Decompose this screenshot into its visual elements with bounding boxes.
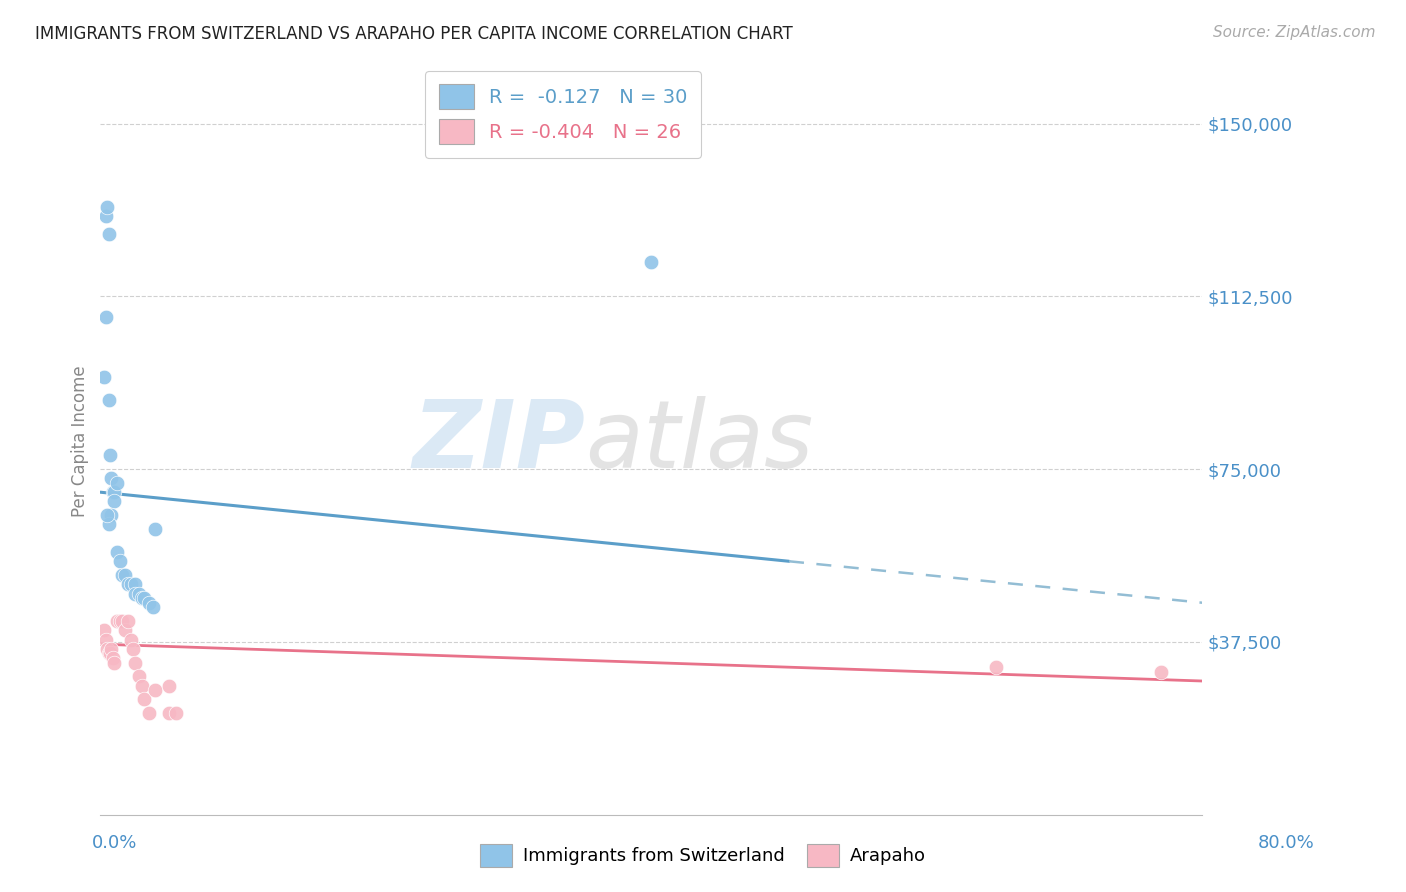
Point xyxy=(108,614,131,628)
Point xyxy=(120,577,142,591)
Point xyxy=(124,586,146,600)
Point xyxy=(96,508,118,523)
Point xyxy=(101,651,124,665)
Point xyxy=(640,255,662,269)
Point xyxy=(145,683,167,698)
Point xyxy=(138,706,160,721)
Point xyxy=(96,641,118,656)
Legend: R =  -0.127   N = 30, R = -0.404   N = 26: R = -0.127 N = 30, R = -0.404 N = 26 xyxy=(425,70,702,158)
Text: IMMIGRANTS FROM SWITZERLAND VS ARAPAHO PER CAPITA INCOME CORRELATION CHART: IMMIGRANTS FROM SWITZERLAND VS ARAPAHO P… xyxy=(35,25,793,43)
Point xyxy=(131,679,153,693)
Point xyxy=(145,522,167,536)
Point xyxy=(108,554,131,568)
Point xyxy=(111,568,134,582)
Point xyxy=(131,591,153,606)
Point xyxy=(94,209,117,223)
Point xyxy=(101,485,124,500)
Point xyxy=(97,227,120,242)
Point xyxy=(120,632,142,647)
Point xyxy=(114,568,136,582)
Point xyxy=(117,577,139,591)
Point xyxy=(111,614,134,628)
Legend: Immigrants from Switzerland, Arapaho: Immigrants from Switzerland, Arapaho xyxy=(472,837,934,874)
Point xyxy=(105,545,128,559)
Point xyxy=(98,646,121,660)
Point xyxy=(103,494,125,508)
Y-axis label: Per Capita Income: Per Capita Income xyxy=(72,366,89,517)
Point xyxy=(97,393,120,408)
Point xyxy=(94,632,117,647)
Point xyxy=(97,646,120,660)
Text: atlas: atlas xyxy=(585,396,814,487)
Point xyxy=(96,200,118,214)
Text: ZIP: ZIP xyxy=(412,395,585,488)
Point xyxy=(100,471,122,485)
Text: 0.0%: 0.0% xyxy=(91,834,136,852)
Point xyxy=(100,508,122,523)
Point xyxy=(1150,665,1173,679)
Point xyxy=(128,586,150,600)
Point xyxy=(93,370,115,384)
Point xyxy=(157,706,180,721)
Point xyxy=(984,660,1007,674)
Text: Source: ZipAtlas.com: Source: ZipAtlas.com xyxy=(1212,25,1375,40)
Point xyxy=(124,656,146,670)
Point xyxy=(124,577,146,591)
Point xyxy=(100,641,122,656)
Point xyxy=(134,591,156,606)
Point xyxy=(94,310,117,325)
Point xyxy=(105,475,128,490)
Point xyxy=(122,641,145,656)
Point xyxy=(165,706,187,721)
Point xyxy=(157,679,180,693)
Point xyxy=(117,614,139,628)
Point xyxy=(114,624,136,638)
Point xyxy=(142,600,165,615)
Point xyxy=(103,485,125,500)
Point xyxy=(93,624,115,638)
Point xyxy=(103,656,125,670)
Text: 80.0%: 80.0% xyxy=(1258,834,1315,852)
Point xyxy=(97,517,120,532)
Point xyxy=(98,448,121,462)
Point xyxy=(128,669,150,683)
Point xyxy=(134,692,156,706)
Point xyxy=(138,596,160,610)
Point xyxy=(105,614,128,628)
